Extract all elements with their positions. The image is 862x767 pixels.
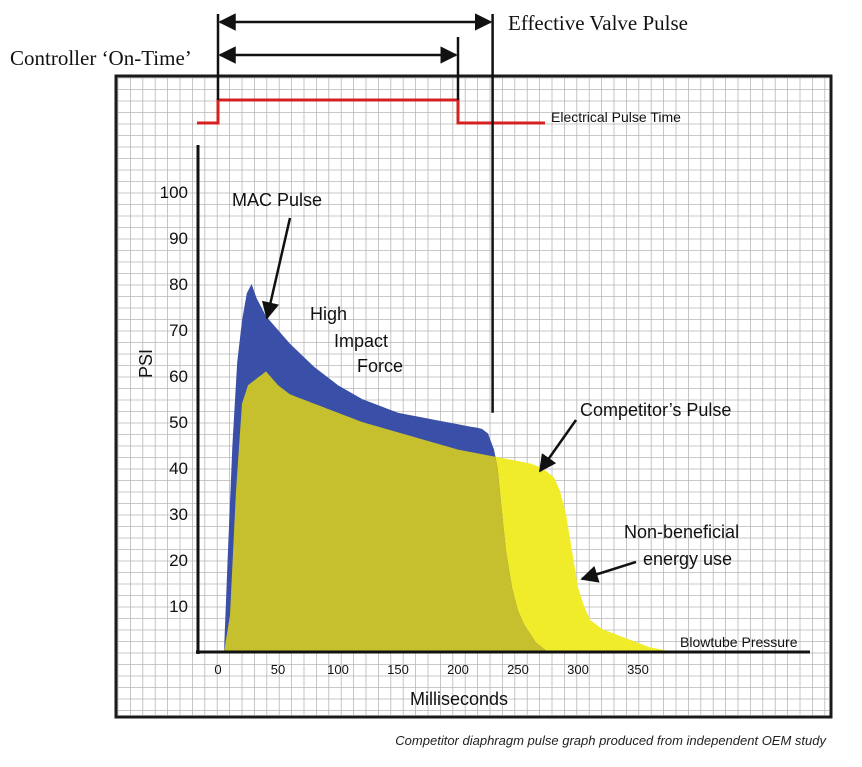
mac-pulse-label: MAC Pulse — [232, 190, 322, 210]
overlap-area — [224, 371, 548, 652]
blowtube-pressure-label: Blowtube Pressure — [680, 634, 798, 650]
x-tick-label: 0 — [214, 662, 221, 677]
y-tick-label: 70 — [169, 321, 188, 340]
x-tick-label: 250 — [507, 662, 529, 677]
x-tick-label: 350 — [627, 662, 649, 677]
effective-valve-pulse-label: Effective Valve Pulse — [508, 11, 688, 35]
high-label: High — [310, 304, 347, 324]
energy-use-label: energy use — [643, 549, 732, 569]
x-tick-label: 200 — [447, 662, 469, 677]
axes — [196, 145, 810, 654]
y-tick-label: 50 — [169, 413, 188, 432]
y-tick-label: 60 — [169, 367, 188, 386]
electrical-pulse-line — [197, 98, 545, 125]
y-tick-label: 40 — [169, 459, 188, 478]
non-beneficial-label: Non-beneficial — [624, 522, 739, 542]
x-axis-title: Milliseconds — [410, 689, 508, 709]
x-tick-label: 150 — [387, 662, 409, 677]
x-tick-label: 300 — [567, 662, 589, 677]
electrical-pulse-time-label: Electrical Pulse Time — [551, 109, 681, 125]
mac-pulse-pointer — [262, 217, 292, 320]
x-tick-label: 100 — [327, 662, 349, 677]
electrical-pulse — [197, 98, 545, 125]
impact-label: Impact — [334, 331, 388, 351]
y-tick-label: 20 — [169, 551, 188, 570]
force-label: Force — [357, 356, 403, 376]
non-beneficial-pointer — [580, 560, 637, 583]
pulse-areas — [224, 284, 674, 652]
y-tick-label: 100 — [160, 183, 188, 202]
tick-labels: 0 50 100 150 200 250 300 350 10 20 30 40 50 60 70 80 90 1… — [160, 183, 649, 677]
y-tick-label: 80 — [169, 275, 188, 294]
y-tick-label: 10 — [169, 597, 188, 616]
x-tick-label: 50 — [271, 662, 285, 677]
controller-on-time-label: Controller ‘On-Time’ — [10, 46, 192, 70]
competitor-pulse-pointer — [538, 419, 578, 473]
y-tick-label: 90 — [169, 229, 188, 248]
annotation-arrows — [216, 13, 637, 583]
y-axis-title: PSI — [136, 349, 156, 378]
y-tick-label: 30 — [169, 505, 188, 524]
competitors-pulse-label: Competitor’s Pulse — [580, 400, 731, 420]
caption: Competitor diaphragm pulse graph produce… — [395, 733, 827, 748]
